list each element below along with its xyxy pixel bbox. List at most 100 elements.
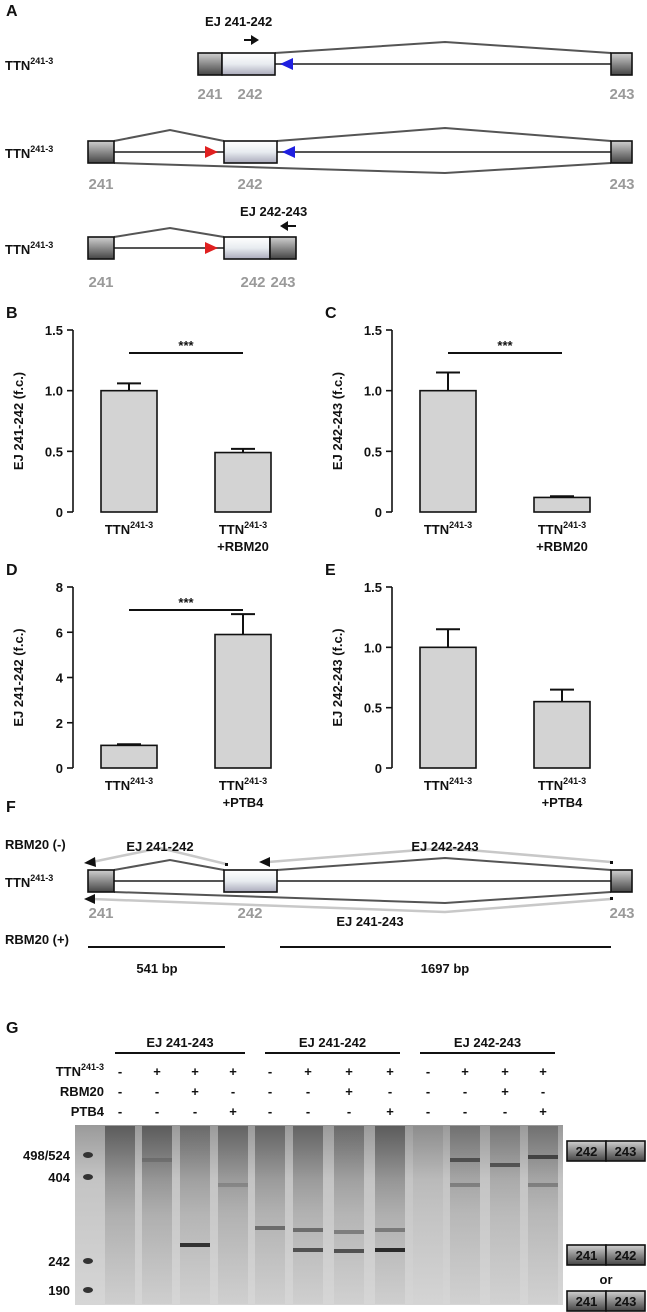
gel-lane [218, 1126, 248, 1304]
gel-lane [334, 1126, 364, 1304]
x-tick-label: TTN241-3 +PTB4 [538, 776, 586, 810]
ladder-band [83, 1152, 93, 1158]
exon-label: 241 [88, 905, 113, 922]
gel-lane [293, 1126, 323, 1304]
sign: - [268, 1104, 272, 1119]
bar [100, 389, 158, 513]
arrowhead [84, 894, 95, 904]
gel-band [142, 1158, 172, 1162]
y-tick-label: 1.5 [45, 323, 63, 338]
row-label: RBM20 [60, 1084, 104, 1099]
y-axis-label: EJ 242-243 (f.c.) [330, 628, 345, 726]
sign: - [306, 1084, 310, 1099]
arrowhead [205, 242, 218, 254]
exon-label: 242 [240, 274, 265, 291]
exon [223, 236, 271, 260]
bar-chart: B 0 0.5 1.0 1.5 EJ 241-242 (f.c.) TTN241-3 TTN2… [6, 305, 272, 554]
gel-lane [490, 1126, 520, 1304]
exon-label: 243 [270, 274, 295, 291]
product-exon-label: 241 [576, 1294, 598, 1309]
product-label: EJ 242-243 [411, 839, 478, 854]
product-label: EJ 241-243 [336, 914, 403, 929]
panel-a: A TTN241-3 EJ 241-242 241 242 243 TTN241… [5, 3, 635, 291]
x-tick-label: TTN241-3 [424, 520, 472, 537]
y-tick-label: 0.5 [364, 444, 382, 459]
marker-label: 190 [48, 1283, 70, 1298]
product-label: EJ 241-242 [126, 839, 193, 854]
bar [533, 700, 591, 769]
panel-label: A [6, 3, 18, 20]
x-tick-label: TTN241-3 [424, 776, 472, 793]
intron-arc [113, 128, 225, 142]
panel-label: F [6, 799, 16, 816]
intron-arc [274, 40, 612, 54]
row-label: TTN241-3 [56, 1062, 104, 1079]
exon [269, 236, 297, 260]
panel-label: D [6, 562, 18, 579]
y-tick-label: 1.0 [45, 384, 63, 399]
sign: - [268, 1084, 272, 1099]
intron-arc [113, 226, 225, 238]
y-axis-label: EJ 241-242 (f.c.) [11, 628, 26, 726]
significance-label: *** [178, 338, 194, 353]
product-arrow [91, 897, 612, 914]
sign: - [118, 1084, 122, 1099]
gene-label: TTN241-3 [5, 873, 53, 890]
marker-label: 242 [48, 1254, 70, 1269]
x-tick-label: TTN241-3 +RBM20 [536, 520, 588, 554]
gel-lane [450, 1126, 480, 1304]
product-exon [605, 1244, 646, 1266]
intron-arc [276, 126, 612, 142]
exon-label: 242 [237, 905, 262, 922]
sign: - [463, 1084, 467, 1099]
gel-band [528, 1155, 558, 1159]
exon [610, 52, 633, 76]
product-exon-label: 242 [615, 1248, 637, 1263]
exon [610, 869, 633, 893]
exon [223, 140, 278, 164]
sign: - [541, 1084, 545, 1099]
exon [221, 52, 276, 76]
sign: - [426, 1104, 430, 1119]
primer-end [610, 897, 613, 900]
gel-band [528, 1183, 558, 1187]
gel-lane [142, 1126, 172, 1304]
primer-label: EJ 242-243 [240, 204, 307, 219]
arrowhead [280, 58, 293, 70]
sign: + [539, 1064, 547, 1079]
sign: - [426, 1084, 430, 1099]
exon [87, 869, 115, 893]
bar [533, 496, 591, 513]
panel-label: G [6, 1020, 18, 1037]
gel-lane [105, 1126, 135, 1304]
exon-label: 243 [609, 905, 634, 922]
gel-band [293, 1248, 323, 1252]
sign: + [386, 1104, 394, 1119]
y-tick-label: 0.5 [364, 701, 382, 716]
significance-label: *** [497, 338, 513, 353]
sign: - [306, 1104, 310, 1119]
gene-label: TTN241-3 [5, 56, 53, 73]
y-tick-label: 8 [56, 580, 63, 595]
intron-arc [113, 162, 612, 175]
y-tick-label: 4 [56, 671, 64, 686]
bar [214, 633, 272, 769]
size-label: 541 bp [136, 961, 177, 976]
primer-arrow [251, 35, 259, 45]
exon-label: 241 [197, 86, 222, 103]
exon [197, 52, 223, 76]
exon-label: 243 [609, 176, 634, 193]
sign: + [191, 1064, 199, 1079]
y-tick-label: 0 [375, 505, 382, 520]
y-tick-label: 0.5 [45, 444, 63, 459]
y-tick-label: 0 [56, 761, 63, 776]
sign: + [229, 1064, 237, 1079]
gene-label: TTN241-3 [5, 144, 53, 161]
marker-label: 404 [48, 1170, 70, 1185]
exon-label: 243 [609, 86, 634, 103]
sign: - [347, 1104, 351, 1119]
product-exon [605, 1140, 646, 1162]
sign: + [153, 1064, 161, 1079]
marker-label: 498/524 [23, 1148, 71, 1163]
sign: + [345, 1064, 353, 1079]
